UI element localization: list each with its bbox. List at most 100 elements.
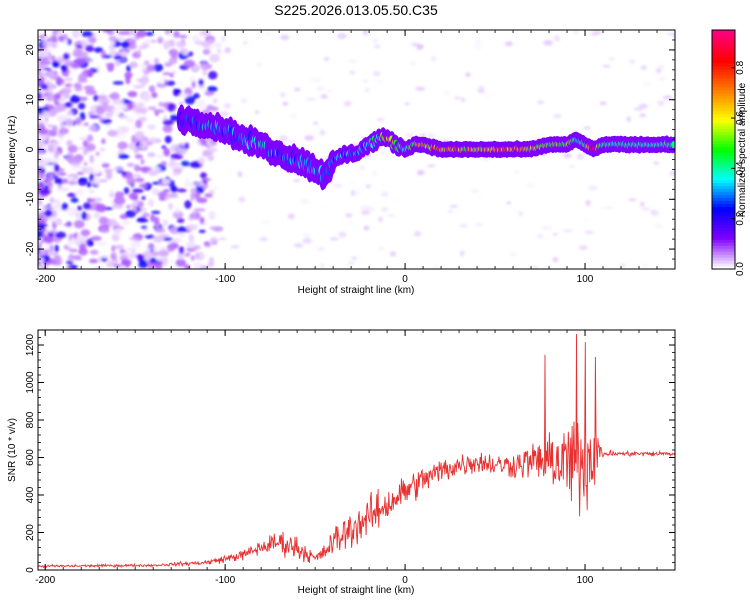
noise-blob: [443, 90, 450, 97]
noise-blob: [78, 73, 87, 82]
noise-blob: [62, 39, 69, 46]
noise-blob: [313, 121, 319, 125]
noise-blob: [205, 193, 214, 198]
noise-blob: [433, 264, 439, 269]
noise-blob: [208, 257, 215, 266]
noise-blob: [638, 103, 648, 109]
noise-blob: [112, 167, 125, 171]
snr-y-tick-label: 400: [25, 486, 36, 503]
noise-blob: [46, 124, 54, 128]
colorbar-cell: [712, 98, 735, 103]
noise-blob: [195, 99, 206, 109]
noise-blob: [164, 79, 169, 84]
noise-blob: [126, 205, 131, 209]
noise-blob: [128, 236, 140, 241]
noise-blob: [48, 216, 55, 222]
noise-blob: [150, 214, 156, 223]
noise-blob: [99, 98, 110, 105]
noise-blob: [76, 146, 87, 150]
snr-y-axis-label: SNR (10 * v/v): [7, 418, 18, 482]
noise-blob: [170, 185, 178, 193]
noise-blob: [345, 213, 353, 218]
snr-y-tick-label: 200: [25, 524, 36, 541]
noise-blob: [57, 187, 70, 192]
noise-blob: [200, 62, 207, 71]
colorbar-cell: [712, 41, 735, 46]
noise-blob: [207, 71, 218, 80]
noise-blob: [160, 161, 167, 166]
noise-blob: [583, 126, 591, 130]
noise-blob: [338, 231, 347, 238]
colorbar-cell: [712, 131, 735, 136]
noise-blob: [543, 40, 553, 46]
noise-blob: [336, 33, 347, 40]
colorbar-cell: [712, 137, 735, 142]
noise-blob: [46, 252, 59, 256]
colorbar-cell: [712, 206, 735, 210]
spectrogram-y-tick-label: 10: [25, 94, 36, 106]
noise-blob: [172, 210, 184, 219]
noise-blob: [257, 63, 262, 67]
noise-blob: [83, 85, 95, 91]
colorbar-cell: [712, 68, 735, 73]
noise-blob: [99, 159, 107, 164]
noise-blob: [163, 147, 171, 157]
noise-blob: [126, 102, 134, 111]
noise-blob: [505, 41, 514, 47]
noise-blob: [240, 98, 248, 103]
noise-blob: [70, 61, 75, 65]
colorbar-cell: [712, 149, 735, 154]
noise-blob: [372, 70, 381, 77]
noise-blob: [113, 107, 122, 116]
noise-blob: [112, 99, 125, 105]
noise-blob: [52, 125, 58, 133]
noise-blob: [642, 81, 653, 87]
noise-blob: [148, 85, 156, 93]
noise-blob: [67, 180, 78, 186]
noise-blob: [509, 251, 517, 258]
noise-blob: [459, 224, 469, 228]
noise-blob: [85, 44, 94, 53]
colorbar-tick-label: 0.4: [735, 161, 746, 175]
noise-blob: [359, 165, 365, 171]
noise-blob: [176, 218, 185, 223]
noise-blob: [103, 54, 112, 59]
noise-blob: [608, 57, 615, 61]
colorbar-cell: [712, 212, 735, 216]
noise-blob: [175, 258, 187, 267]
noise-blob: [143, 60, 150, 66]
colorbar-tick-label: 0.2: [735, 211, 746, 225]
noise-blob: [119, 50, 129, 58]
noise-blob: [113, 196, 126, 205]
colorbar-cell: [712, 200, 735, 204]
noise-blob: [162, 219, 169, 227]
noise-blob: [364, 87, 370, 93]
noise-blob: [110, 252, 117, 260]
noise-blob: [180, 160, 190, 167]
noise-blob: [169, 259, 175, 267]
noise-blob: [58, 127, 70, 135]
noise-blob: [86, 134, 94, 143]
noise-blob: [42, 39, 49, 48]
noise-blob: [178, 101, 184, 106]
noise-blob: [153, 216, 160, 225]
noise-blob: [56, 137, 65, 143]
colorbar-cell: [712, 101, 735, 106]
noise-blob: [92, 197, 103, 203]
noise-blob: [196, 197, 208, 204]
noise-blob: [590, 186, 600, 190]
colorbar-tick-label: 0.8: [735, 60, 746, 74]
colorbar-cell: [712, 71, 735, 76]
noise-blob: [147, 198, 154, 207]
noise-blob: [147, 152, 156, 158]
noise-blob: [162, 72, 172, 76]
noise-blob: [195, 181, 205, 187]
colorbar-cell: [712, 77, 735, 82]
colorbar-cell: [712, 236, 735, 240]
colorbar-cell: [712, 248, 735, 252]
noise-blob: [139, 140, 147, 150]
noise-blob: [658, 77, 666, 81]
noise-blob: [169, 73, 174, 78]
noise-blob: [599, 101, 607, 106]
noise-blob: [208, 44, 215, 49]
